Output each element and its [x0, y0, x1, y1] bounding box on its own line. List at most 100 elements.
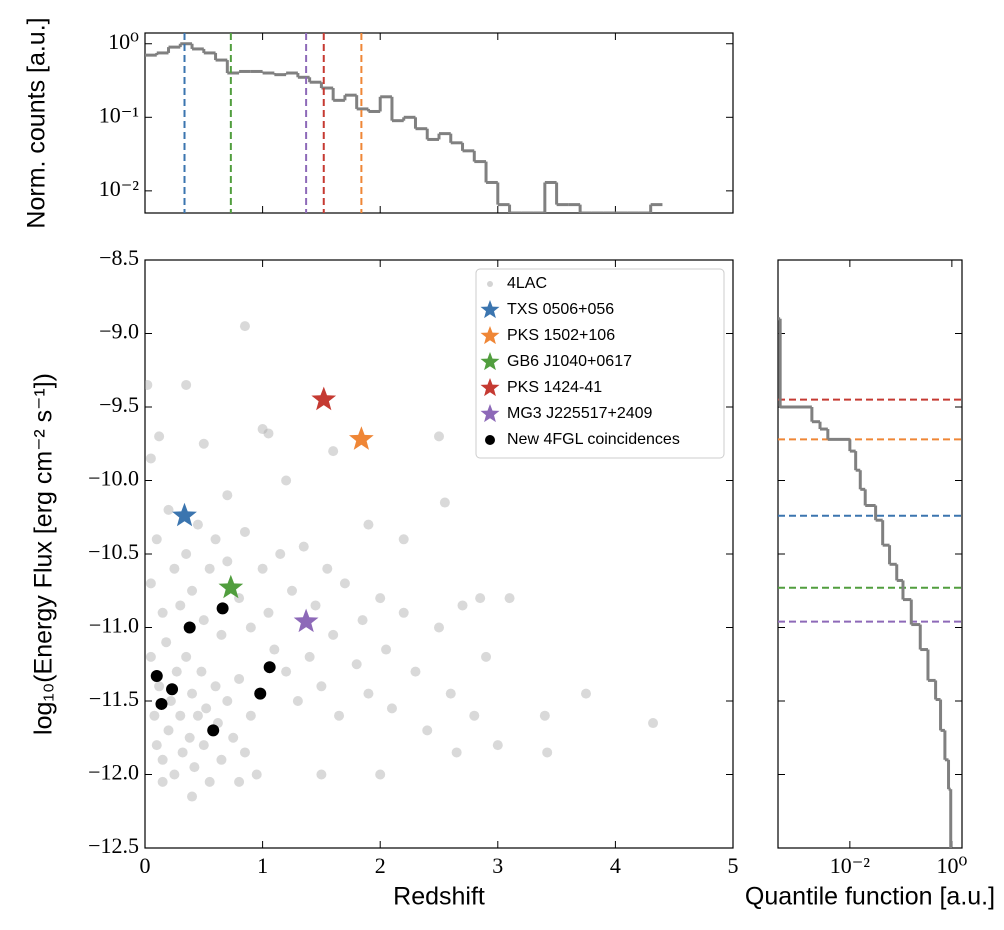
catalog-point — [228, 732, 239, 743]
catalog-point — [263, 428, 274, 439]
y-tick-label: −9.5 — [99, 392, 139, 417]
catalog-point — [287, 585, 297, 596]
catalog-point — [475, 593, 486, 604]
catalog-point — [196, 666, 207, 677]
catalog-point — [469, 710, 480, 721]
catalog-point — [375, 769, 386, 780]
catalog-point — [149, 710, 160, 721]
catalog-point — [504, 593, 515, 604]
catalog-point — [445, 688, 456, 699]
y-tick-label: 10⁻¹ — [99, 102, 139, 127]
catalog-point — [157, 607, 168, 618]
x-tick-label: 1 — [257, 853, 268, 878]
coincidence-point — [166, 683, 179, 696]
catalog-point — [648, 718, 659, 729]
catalog-point — [151, 740, 162, 751]
catalog-point — [239, 747, 250, 758]
catalog-point — [398, 534, 409, 545]
catalog-point — [375, 593, 386, 604]
catalog-point — [269, 644, 280, 655]
catalog-point — [187, 791, 198, 802]
catalog-point — [451, 747, 462, 758]
coincidence-point — [254, 687, 267, 700]
catalog-point — [357, 615, 368, 626]
catalog-point — [210, 681, 221, 692]
legend-marker — [487, 281, 493, 287]
catalog-point — [216, 629, 227, 640]
catalog-point — [310, 600, 321, 611]
star-marker — [349, 426, 374, 450]
y-axis-label: Norm. counts [a.u.] — [23, 17, 51, 228]
catalog-point — [192, 710, 203, 721]
legend-label: MG3 J225517+2409 — [507, 405, 653, 422]
catalog-point — [328, 446, 339, 457]
x-tick-label: 0 — [140, 853, 151, 878]
catalog-point — [316, 769, 327, 780]
star-marker — [172, 502, 197, 527]
catalog-point — [257, 563, 268, 574]
catalog-point — [154, 431, 165, 442]
catalog-point — [581, 688, 591, 699]
legend-marker — [485, 435, 495, 445]
catalog-point — [234, 673, 245, 684]
catalog-point — [169, 769, 180, 780]
legend-label: 4LAC — [507, 275, 547, 292]
catalog-point — [201, 703, 212, 714]
legend-marker — [480, 300, 500, 319]
plot-area — [145, 33, 663, 213]
coincidence-point — [150, 670, 163, 683]
catalog-point — [298, 541, 309, 552]
x-tick-label: 10⁰ — [936, 853, 967, 878]
catalog-point — [410, 666, 421, 677]
plot-area — [145, 321, 659, 802]
catalog-point — [157, 754, 168, 765]
catalog-point — [281, 666, 292, 677]
y-tick-label: −11.5 — [89, 686, 139, 711]
catalog-point — [204, 563, 215, 574]
catalog-point — [542, 747, 553, 758]
axes-frame — [144, 32, 734, 214]
catalog-point — [239, 526, 250, 537]
catalog-point — [187, 585, 198, 596]
catalog-point — [328, 629, 339, 640]
catalog-point — [192, 519, 203, 530]
y-tick-label: −9.0 — [99, 319, 139, 344]
y-tick-label: −8.5 — [99, 245, 139, 270]
legend-label: GB6 J1040+0617 — [507, 353, 632, 370]
legend-marker — [480, 378, 500, 397]
legend-box — [475, 268, 725, 459]
catalog-point — [363, 688, 374, 699]
x-axis-label: Quantile function [a.u.] — [745, 883, 995, 911]
y-tick-label: 10⁰ — [108, 29, 139, 54]
catalog-point — [145, 379, 153, 390]
catalog-point — [275, 549, 286, 559]
catalog-point — [316, 681, 327, 692]
legend-marker — [480, 404, 500, 423]
x-axis-label: Redshift — [393, 883, 485, 911]
catalog-point — [145, 453, 156, 464]
catalog-point — [181, 379, 192, 390]
catalog-point — [163, 725, 174, 736]
catalog-point — [339, 578, 350, 589]
catalog-point — [154, 681, 165, 692]
legend-marker — [480, 352, 500, 371]
catalog-point — [216, 754, 227, 765]
star-marker — [293, 608, 319, 633]
catalog-point — [161, 637, 172, 648]
catalog-point — [245, 622, 256, 633]
catalog-point — [245, 710, 256, 721]
catalog-point — [198, 438, 209, 449]
catalog-point — [169, 563, 180, 574]
catalog-point — [163, 504, 174, 515]
catalog-point — [434, 622, 444, 633]
catalog-point — [222, 696, 233, 706]
catalog-point — [157, 776, 168, 787]
catalog-point — [198, 615, 209, 626]
catalog-point — [492, 740, 503, 751]
coincidence-point — [207, 724, 220, 737]
catalog-point — [263, 607, 274, 618]
catalog-point — [439, 497, 450, 508]
catalog-point — [181, 549, 192, 559]
catalog-point — [292, 696, 303, 706]
